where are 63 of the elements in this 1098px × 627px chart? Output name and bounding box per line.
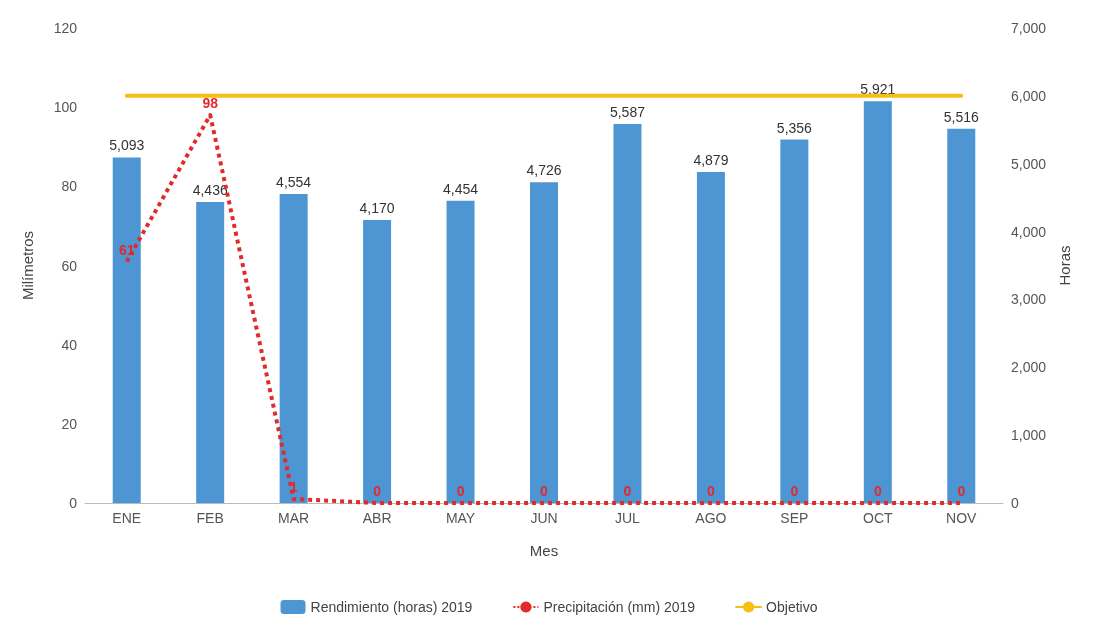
x-tick-label: AGO [695,510,727,526]
y-tick-label: 100 [53,99,78,116]
bar [863,101,892,503]
data-label: 4,879 [693,151,729,168]
data-label: 0 [373,483,382,499]
y-tick-label: 120 [53,20,78,36]
data-label: 4,170 [359,200,395,217]
legend-label: Precipitación (mm) 2019 [543,599,696,615]
y2-tick-label: 7,000 [1011,20,1047,36]
bar [613,123,642,503]
y-tick-label: 80 [61,178,78,195]
data-label: 0 [957,483,966,499]
data-label: 0 [623,483,632,499]
bar [947,128,976,503]
y-tick-label: 60 [61,257,78,274]
x-tick-label: JUL [615,510,641,526]
x-tick-label: SEP [780,510,809,526]
data-label: 0 [540,483,549,499]
bar [196,201,225,503]
y2-tick-label: 3,000 [1011,291,1047,308]
bar [279,193,308,503]
y2-tick-label: 4,000 [1011,223,1047,240]
data-label: 0 [790,483,799,499]
data-label: 5,921 [860,81,896,98]
x-tick-label: OCT [863,510,894,526]
x-axis-title: Mes [529,542,559,559]
data-label: 4,454 [443,180,479,197]
x-tick-label: ENE [112,510,142,526]
data-label: 98 [202,95,219,112]
y-tick-label: 40 [61,336,78,353]
bar [446,200,475,503]
y2-tick-label: 2,000 [1011,359,1047,376]
data-label: 4,726 [526,162,562,179]
data-label: 5,356 [776,119,813,136]
data-label: 5,093 [109,137,145,154]
y2-axis-title: Horas [1055,245,1073,286]
legend-label: Rendimiento (horas) 2019 [310,599,473,615]
data-label: 5,587 [609,103,646,120]
x-tick-label: FEB [196,510,224,526]
data-label: 4,554 [276,173,312,190]
data-label: 0 [707,483,716,499]
y2-tick-label: 6,000 [1011,87,1047,104]
data-label: 5,516 [943,108,979,125]
bar [363,220,392,503]
bar [696,171,725,503]
y2-tick-label: 5,000 [1011,155,1047,172]
y2-tick-label: 1,000 [1011,427,1047,444]
x-tick-label: JUN [530,510,558,526]
x-tick-label: ABR [362,510,392,526]
y2-tick-label: 0 [1011,495,1019,511]
bar [780,139,809,503]
bar [112,157,141,503]
bar [530,182,558,503]
y-axis-title: Milímetros [19,230,36,301]
x-tick-label: MAR [278,510,310,526]
data-label: 0 [873,483,882,499]
data-label: 4,436 [192,181,228,198]
y-tick-label: 20 [61,415,78,432]
x-tick-label: MAY [445,510,476,526]
data-label: 0 [456,483,465,499]
y-tick-label: 0 [69,495,78,511]
x-tick-label: NOV [946,510,978,526]
legend-label: Objetivo [766,599,818,615]
